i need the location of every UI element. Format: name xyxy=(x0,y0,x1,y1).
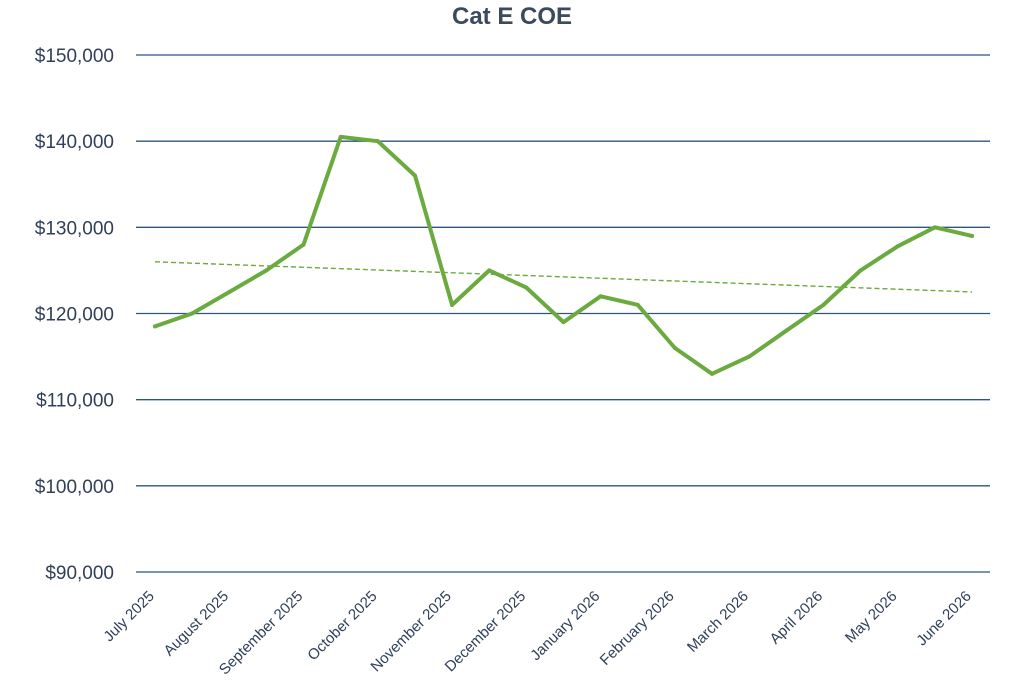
y-tick-label: $130,000 xyxy=(35,218,114,239)
data-point xyxy=(784,328,789,333)
x-tick-label: June 2026 xyxy=(913,588,975,650)
x-tick-label: March 2026 xyxy=(684,588,752,656)
data-point xyxy=(190,311,195,316)
y-tick-label: $90,000 xyxy=(45,563,114,584)
data-point xyxy=(710,371,715,376)
series-line xyxy=(153,134,974,376)
data-point xyxy=(858,268,863,273)
data-point xyxy=(635,302,640,307)
y-tick-label: $140,000 xyxy=(35,132,114,153)
data-point xyxy=(970,233,974,238)
data-point xyxy=(932,225,937,230)
data-point xyxy=(524,285,529,290)
x-tick-label: July 2025 xyxy=(100,588,157,645)
y-tick-label: $150,000 xyxy=(35,46,114,67)
data-point xyxy=(821,302,826,307)
x-tick-label: April 2026 xyxy=(766,588,826,648)
x-tick-label: August 2025 xyxy=(161,588,233,660)
data-point xyxy=(264,268,269,273)
data-point xyxy=(487,268,492,273)
gridlines xyxy=(136,54,990,573)
series-layer xyxy=(153,134,974,376)
data-point xyxy=(450,302,455,307)
data-point xyxy=(412,173,417,178)
data-point xyxy=(598,294,603,299)
data-point xyxy=(338,134,343,139)
data-point xyxy=(301,242,306,247)
trendline-layer xyxy=(154,261,973,293)
chart-title: Cat E COE xyxy=(452,3,572,30)
data-point xyxy=(375,139,380,144)
x-tick-label: January 2026 xyxy=(527,588,603,664)
x-tick-label: May 2026 xyxy=(842,588,901,647)
y-tick-label: $110,000 xyxy=(36,391,114,412)
y-tick-label: $100,000 xyxy=(35,477,114,498)
data-point xyxy=(895,244,900,249)
y-axis-ticks: $150,000 $140,000 $130,000 $120,000 $110,000… xyxy=(35,46,114,584)
y-tick-label: $120,000 xyxy=(35,305,114,326)
data-point xyxy=(561,320,566,325)
data-point xyxy=(747,354,752,359)
data-point xyxy=(672,345,677,350)
data-point xyxy=(227,289,232,294)
x-tick-label: February 2026 xyxy=(597,588,678,669)
x-tick-label: October 2025 xyxy=(304,588,380,664)
trendline xyxy=(154,261,973,293)
data-point xyxy=(153,324,157,329)
x-tick-label: December 2025 xyxy=(442,588,529,675)
